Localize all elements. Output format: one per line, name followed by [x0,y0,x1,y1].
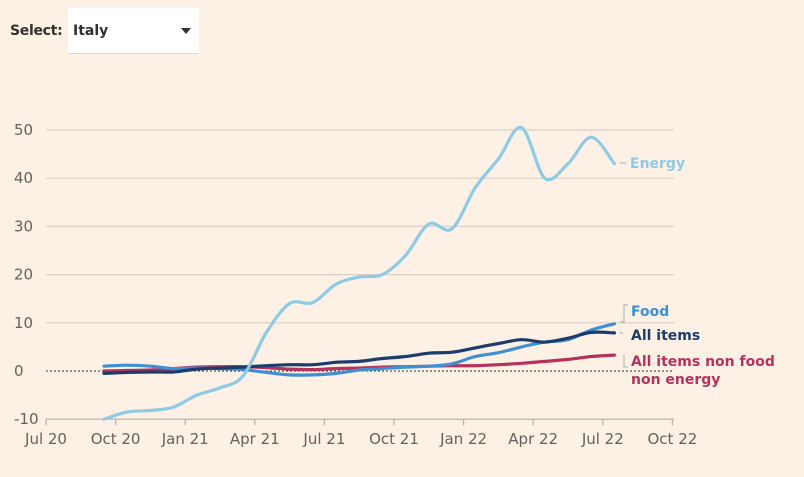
legend-food: Food [631,304,669,320]
x-tick-label: Jul 20 [24,430,67,448]
y-tick-label: 30 [14,217,33,235]
x-tick-label: Jul 22 [581,430,624,448]
legend-energy: Energy [630,156,685,172]
legend-all-items: All items [631,328,700,344]
series-lines [102,125,616,421]
x-tick-label: Jan 22 [439,430,487,448]
select-label: Select: [10,23,63,39]
y-tick-label: -10 [14,410,39,428]
series-line-energy [102,125,616,421]
series-line-food [102,322,616,377]
y-tick-label: 0 [14,362,24,380]
legend-core-line2: non energy [631,372,720,388]
x-tick-label: Jul 21 [302,430,345,448]
x-axis: Jul 20 Oct 20 Jan 21 Apr 21 Jul 21 Oct 21 Jan … [24,418,698,448]
legend-all-items-connector [619,331,624,335]
x-tick-label: Oct 21 [369,430,419,448]
legend-core-line1: All items non food [631,354,775,370]
y-axis: 50 40 30 20 10 0 -10 [14,121,39,428]
y-tick-label: 40 [14,169,33,187]
x-tick-label: Oct 20 [91,430,141,448]
x-tick-label: Apr 21 [230,430,280,448]
country-selector: Select: Italy [10,8,199,54]
y-tick-label: 50 [14,121,33,139]
legend: Energy Food All items All items non food… [619,156,775,388]
series-line-all-items [102,330,616,375]
country-dropdown-value: Italy [73,22,109,39]
legend-core-connector [623,355,628,368]
x-tick-label: Apr 22 [508,430,558,448]
country-dropdown[interactable]: Italy [68,8,199,54]
y-tick-label: 10 [14,314,33,332]
x-tick-label: Jan 21 [161,430,209,448]
legend-food-connector [620,304,628,323]
chevron-down-icon [181,28,191,34]
x-tick-label: Oct 22 [648,430,698,448]
y-tick-label: 20 [14,266,33,284]
